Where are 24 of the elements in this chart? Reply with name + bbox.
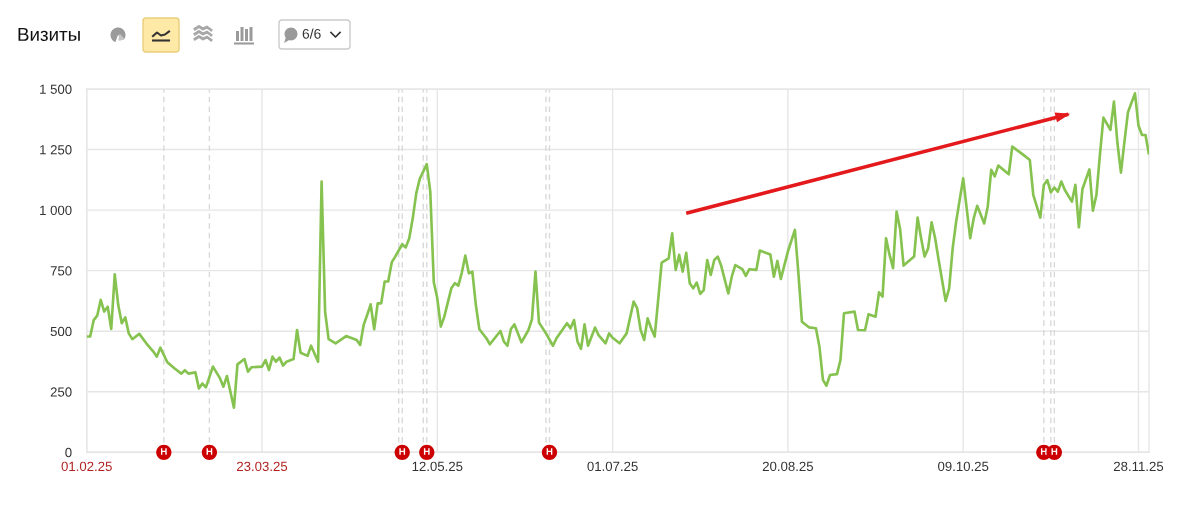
y-tick-label: 0 — [65, 447, 72, 458]
chart-title: Визиты — [18, 27, 80, 42]
y-tick-label: 250 — [50, 387, 72, 397]
ref-line-label: Н — [1040, 448, 1047, 455]
ref-line-label: Н — [1051, 448, 1058, 455]
y-tick-label: 1 500 — [40, 84, 72, 94]
x-tick-label: 12.05.25 — [412, 461, 463, 472]
ref-line-label: Н — [546, 448, 553, 455]
x-tick-label: 20.08.25 — [762, 461, 814, 472]
text: 6/6 — [302, 28, 321, 39]
x-tick-label: 01.07.25 — [587, 461, 638, 472]
line-series — [86, 92, 1149, 410]
ref-line-label: Н — [160, 448, 167, 455]
y-tick-label: 1 000 — [40, 205, 72, 216]
ref-line-label: Н — [423, 448, 430, 455]
x-tick-label: 01.02.25 — [61, 461, 112, 472]
ref-line-label: Н — [399, 448, 406, 455]
y-tick-label: 500 — [50, 326, 72, 337]
x-tick-label: 09.10.25 — [938, 461, 989, 472]
x-tick-label: 23.03.25 — [236, 461, 288, 472]
y-tick-label: 1 250 — [40, 145, 72, 155]
x-tick-label: 28.11.25 — [1113, 461, 1164, 472]
ref-line-label: Н — [206, 448, 213, 455]
y-tick-label: 750 — [50, 266, 72, 276]
